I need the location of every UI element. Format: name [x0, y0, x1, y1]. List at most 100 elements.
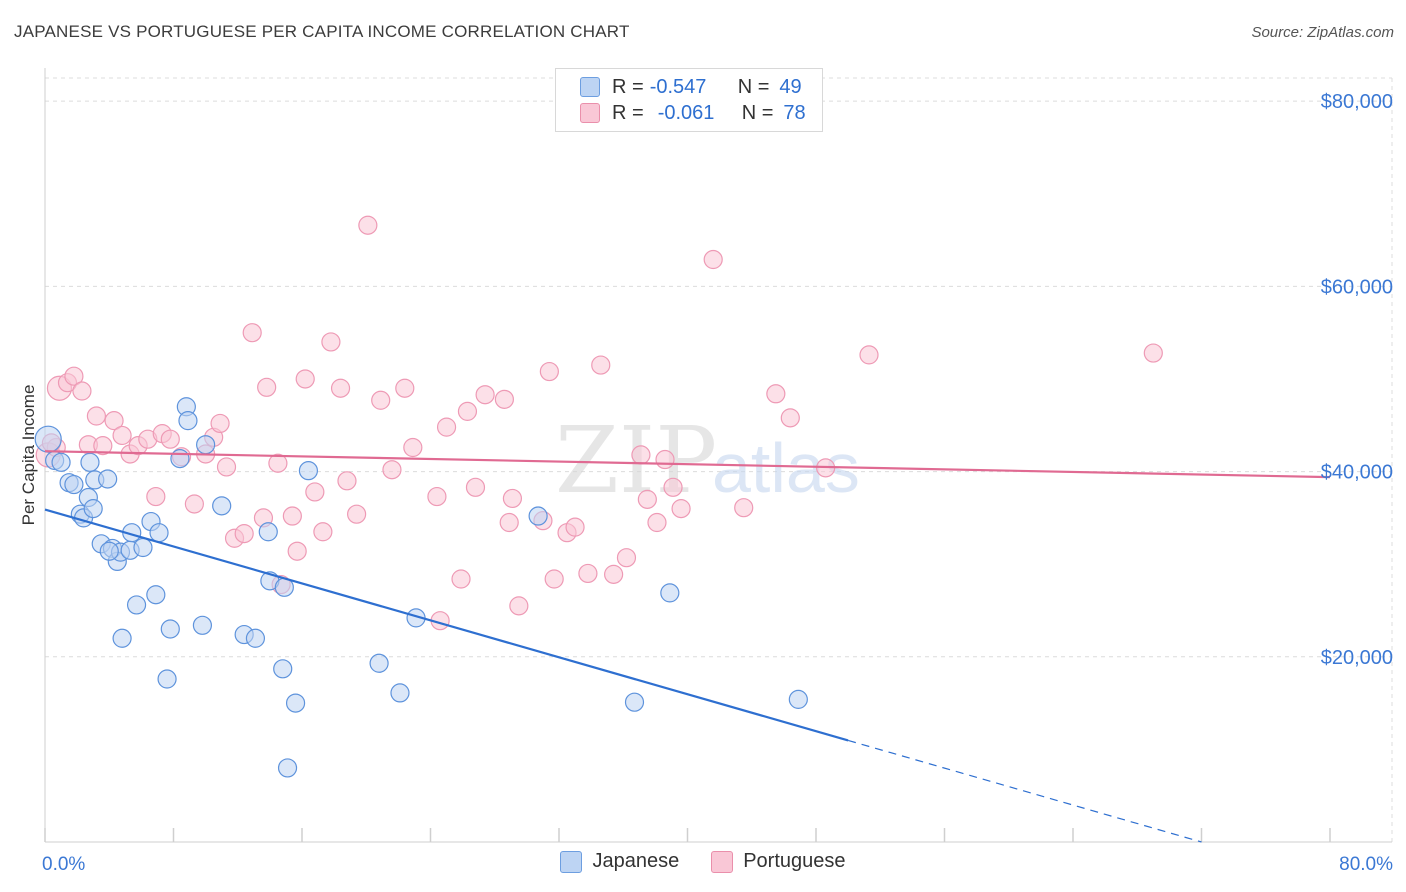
portuguese-point — [604, 564, 624, 584]
r-value: -0.547 — [649, 75, 707, 98]
japanese-point — [245, 628, 266, 648]
japanese-point — [788, 689, 808, 709]
japanese-point — [273, 659, 293, 679]
japanese-point — [277, 758, 298, 778]
legend-label-japanese: Japanese — [592, 850, 680, 872]
n-value: 49 — [779, 75, 802, 98]
portuguese-point — [578, 563, 598, 584]
portuguese-point — [780, 408, 800, 428]
portuguese-point — [631, 445, 651, 465]
portuguese-point — [539, 361, 559, 382]
japanese-point — [157, 669, 177, 689]
japanese-point — [660, 583, 680, 603]
japanese-point — [298, 461, 319, 481]
portuguese-point — [457, 401, 478, 421]
portuguese-point — [234, 524, 254, 544]
n-label: N = — [741, 101, 774, 124]
y-axis-tick-labels: $20,000 $40,000 $60,000 $80,000 — [1321, 91, 1393, 669]
japanese-point — [624, 692, 645, 712]
portuguese-swatch — [580, 103, 600, 123]
portuguese-point — [305, 482, 325, 502]
legend-item-japanese[interactable]: Japanese — [560, 850, 679, 873]
portuguese-point — [287, 541, 307, 561]
japanese-point — [160, 619, 180, 639]
n-label: N = — [737, 75, 770, 98]
x-axis-tick-labels: 0.0% 80.0% — [42, 854, 1393, 875]
portuguese-point — [93, 436, 113, 456]
portuguese-point — [104, 411, 124, 431]
portuguese-swatch — [711, 850, 734, 873]
portuguese-point — [591, 355, 611, 375]
r-label: R = — [612, 75, 644, 98]
portuguese-point — [216, 457, 237, 477]
watermark: ZIP atlas — [555, 407, 860, 514]
portuguese-point — [494, 389, 514, 409]
japanese-point — [390, 683, 410, 703]
source-label: Source: ZipAtlas.com — [1251, 24, 1394, 41]
portuguese-point — [371, 390, 391, 410]
portuguese-point — [313, 522, 333, 542]
portuguese-point — [509, 596, 529, 616]
x-tick-label: 80.0% — [1339, 854, 1393, 875]
portuguese-point — [427, 486, 447, 507]
legend-row-japanese: R = -0.547 N = 49 — [580, 74, 802, 100]
n-value: 78 — [783, 101, 806, 124]
y-tick-label: $20,000 — [1321, 647, 1393, 669]
portuguese-point — [330, 378, 351, 398]
portuguese-point — [112, 425, 132, 446]
japanese-trendline — [44, 508, 849, 742]
portuguese-point — [616, 548, 637, 568]
y-tick-label: $60,000 — [1321, 276, 1393, 298]
portuguese-point — [160, 429, 180, 449]
japanese-point — [146, 585, 166, 605]
japanese-swatch — [560, 850, 583, 873]
trendlines — [44, 450, 1331, 843]
portuguese-point — [268, 453, 288, 473]
portuguese-point — [257, 377, 277, 397]
japanese-point — [528, 506, 548, 526]
portuguese-point — [282, 506, 302, 526]
portuguese-point — [647, 512, 667, 533]
portuguese-point — [242, 323, 262, 343]
japanese-swatch — [580, 77, 600, 97]
portuguese-point — [663, 477, 683, 497]
r-label: R = — [612, 101, 644, 124]
japanese-point — [126, 595, 147, 615]
portuguese-point — [395, 378, 415, 398]
japanese-point — [83, 499, 103, 519]
portuguese-point — [703, 249, 723, 270]
y-axis-title: Per Capita Income — [19, 385, 38, 526]
portuguese-point — [295, 369, 315, 389]
portuguese-point — [86, 406, 107, 426]
portuguese-point — [451, 569, 471, 589]
japanese-point — [133, 537, 153, 558]
legend-row-portuguese: R = -0.061 N = 78 — [580, 100, 806, 126]
portuguese-point — [1143, 343, 1163, 363]
portuguese-point — [565, 517, 585, 537]
japanese-point — [192, 615, 213, 635]
portuguese-point — [499, 512, 519, 533]
portuguese-point — [72, 381, 92, 401]
japanese-point — [285, 693, 306, 713]
portuguese-point — [146, 486, 166, 507]
japanese-point — [258, 522, 278, 542]
portuguese-point — [671, 499, 691, 519]
x-tick-label: 0.0% — [42, 854, 85, 875]
portuguese-point — [382, 460, 402, 480]
portuguese-point — [734, 498, 754, 518]
japanese-point — [34, 425, 62, 453]
portuguese-point — [475, 385, 495, 405]
legend-item-portuguese[interactable]: Portuguese — [711, 850, 846, 873]
portuguese-point — [64, 366, 84, 386]
japanese-point — [99, 541, 119, 561]
correlation-legend: R = -0.547 N = 49 R = -0.061 N = 78 — [555, 68, 823, 132]
japanese-point — [170, 449, 190, 469]
chart-title: JAPANESE VS PORTUGUESE PER CAPITA INCOME… — [14, 22, 630, 41]
portuguese-point — [502, 488, 523, 509]
portuguese-point — [210, 413, 230, 434]
y-tick-label: $80,000 — [1321, 91, 1393, 113]
portuguese-point — [321, 332, 341, 352]
japanese-point — [149, 523, 169, 543]
portuguese-point — [859, 345, 879, 365]
